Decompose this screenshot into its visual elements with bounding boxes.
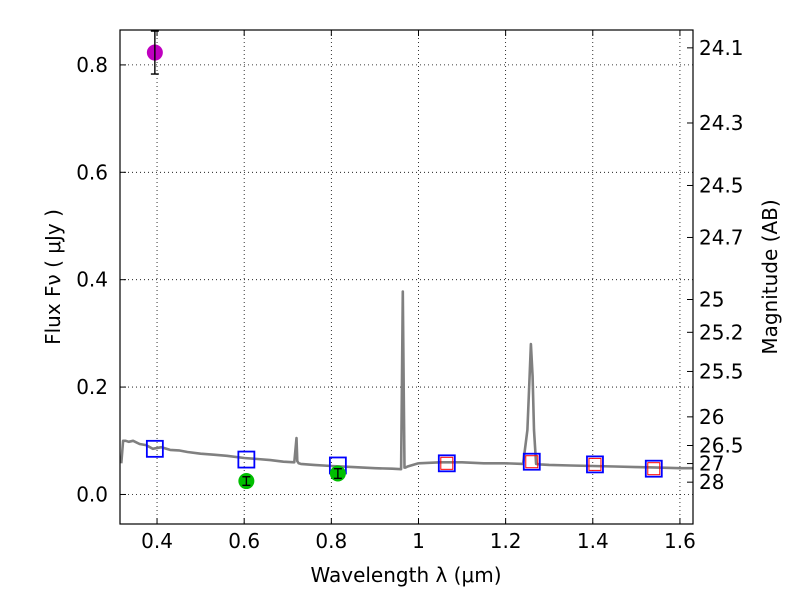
model-point-box — [644, 459, 663, 478]
y-tick-label: 0.0 — [76, 482, 108, 506]
model-point-box — [145, 439, 164, 458]
model-point-inner-box — [525, 455, 539, 469]
model-point-box — [522, 452, 541, 471]
mag-tick-label: 24.1 — [699, 36, 744, 60]
x-tick-label: 1.2 — [490, 529, 522, 553]
mag-tick-label: 24.7 — [699, 225, 744, 249]
mag-tick-label: 24.5 — [699, 173, 744, 197]
model-point-inner-box — [588, 457, 602, 471]
mag-tick-label: 25 — [699, 288, 724, 312]
mag-tick-label: 26 — [699, 405, 724, 429]
y-tick-label: 0.8 — [76, 53, 108, 77]
model-point-box — [237, 450, 256, 469]
plot-background — [120, 30, 693, 524]
sed-line — [120, 290, 693, 471]
model-point-box — [586, 455, 604, 474]
model-point-box — [437, 454, 456, 473]
x-tick-label: 1 — [412, 529, 425, 553]
y-tick-label: 0.4 — [76, 268, 108, 292]
mag-tick-label: 25.5 — [699, 359, 744, 383]
x-tick-label: 0.4 — [141, 529, 173, 553]
mag-tick-label: 26.5 — [699, 433, 744, 457]
sed-line-group — [120, 290, 693, 471]
mag-tick-label: 27 — [699, 452, 724, 476]
model-point-inner-box — [647, 462, 661, 476]
model-point-inner-box — [440, 456, 454, 470]
x-tick-label: 1.6 — [664, 529, 696, 553]
points-group — [145, 30, 663, 490]
y2-axis-label: Magnitude (AB) — [758, 199, 782, 354]
x-tick-label: 0.6 — [228, 529, 260, 553]
mag-tick-label: 24.3 — [699, 111, 744, 135]
y-axis-label: Flux Fν ( μJy ) — [41, 209, 65, 345]
y-tick-label: 0.6 — [76, 160, 108, 184]
x-tick-label: 1.4 — [577, 529, 609, 553]
mag-tick-label: 28 — [699, 470, 724, 494]
x-tick-label: 0.8 — [315, 529, 347, 553]
mag-tick-label: 25.2 — [699, 320, 744, 344]
plot-frame — [119, 29, 694, 525]
y-tick-label: 0.2 — [76, 375, 108, 399]
x-axis-label: Wavelength λ (μm) — [310, 563, 501, 587]
ticks: 0.4 0.6 0.8 1 1.2 1.4 1.6 0.0 0.2 0.4 0.6 0.8 24.1 24… — [76, 30, 744, 553]
